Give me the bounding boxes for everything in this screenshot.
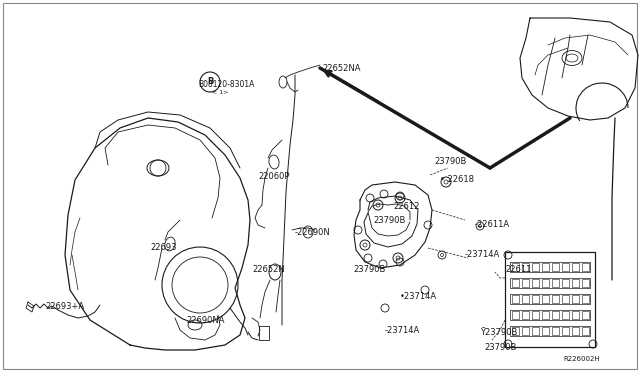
Bar — [572, 327, 579, 335]
Bar — [510, 310, 590, 320]
Text: -22690N: -22690N — [295, 228, 331, 237]
Text: -23714A: -23714A — [465, 250, 500, 259]
Text: 22652N: 22652N — [252, 265, 285, 274]
Bar — [522, 327, 529, 335]
Bar — [510, 278, 590, 288]
Bar — [562, 279, 569, 287]
Bar — [510, 294, 590, 304]
Bar — [572, 263, 579, 271]
Bar — [552, 295, 559, 303]
Text: B: B — [207, 77, 213, 87]
Bar — [532, 279, 539, 287]
Bar — [532, 263, 539, 271]
Bar — [505, 252, 595, 347]
Bar — [552, 311, 559, 319]
Text: -22611A: -22611A — [475, 220, 510, 229]
Bar — [512, 263, 519, 271]
Bar — [562, 263, 569, 271]
Text: 22652NA: 22652NA — [322, 64, 360, 73]
Bar — [259, 326, 269, 340]
Text: 22611: 22611 — [505, 265, 531, 274]
Bar — [572, 311, 579, 319]
Bar — [542, 311, 549, 319]
Bar — [532, 295, 539, 303]
Text: R226002H: R226002H — [563, 356, 600, 362]
Bar — [512, 311, 519, 319]
Bar — [582, 263, 589, 271]
Bar — [582, 295, 589, 303]
Bar — [510, 326, 590, 336]
Bar — [582, 279, 589, 287]
Text: B08120-8301A: B08120-8301A — [198, 80, 254, 89]
Bar — [542, 327, 549, 335]
Text: 22693+A: 22693+A — [45, 302, 84, 311]
Bar — [522, 295, 529, 303]
Bar — [562, 311, 569, 319]
Text: 22060P: 22060P — [258, 172, 289, 181]
Bar — [552, 279, 559, 287]
Bar — [522, 279, 529, 287]
Text: 22690NA: 22690NA — [186, 316, 225, 325]
Text: 23790B: 23790B — [353, 265, 385, 274]
Bar — [510, 262, 590, 272]
Bar — [552, 327, 559, 335]
Bar — [532, 311, 539, 319]
Bar — [582, 311, 589, 319]
Bar — [522, 311, 529, 319]
Text: 23790B: 23790B — [434, 157, 467, 166]
Text: -23714A: -23714A — [385, 326, 420, 335]
Text: •23714A: •23714A — [400, 292, 437, 301]
Bar — [512, 295, 519, 303]
Bar — [572, 295, 579, 303]
Text: 22693: 22693 — [150, 243, 177, 252]
Bar — [552, 263, 559, 271]
Bar — [562, 327, 569, 335]
Text: • 22618: • 22618 — [440, 175, 474, 184]
Bar — [532, 327, 539, 335]
Bar — [572, 279, 579, 287]
Text: < 1>: < 1> — [210, 90, 228, 95]
Bar — [542, 295, 549, 303]
Bar — [582, 327, 589, 335]
Text: 23790B: 23790B — [484, 343, 516, 352]
Bar — [522, 263, 529, 271]
Circle shape — [200, 72, 220, 92]
Bar — [512, 327, 519, 335]
Bar — [562, 295, 569, 303]
Text: 23790B: 23790B — [373, 216, 405, 225]
Text: 22612: 22612 — [393, 202, 419, 211]
Text: Ȳ23790B: Ȳ23790B — [480, 328, 517, 337]
Bar — [542, 279, 549, 287]
Bar — [542, 263, 549, 271]
Bar — [512, 279, 519, 287]
